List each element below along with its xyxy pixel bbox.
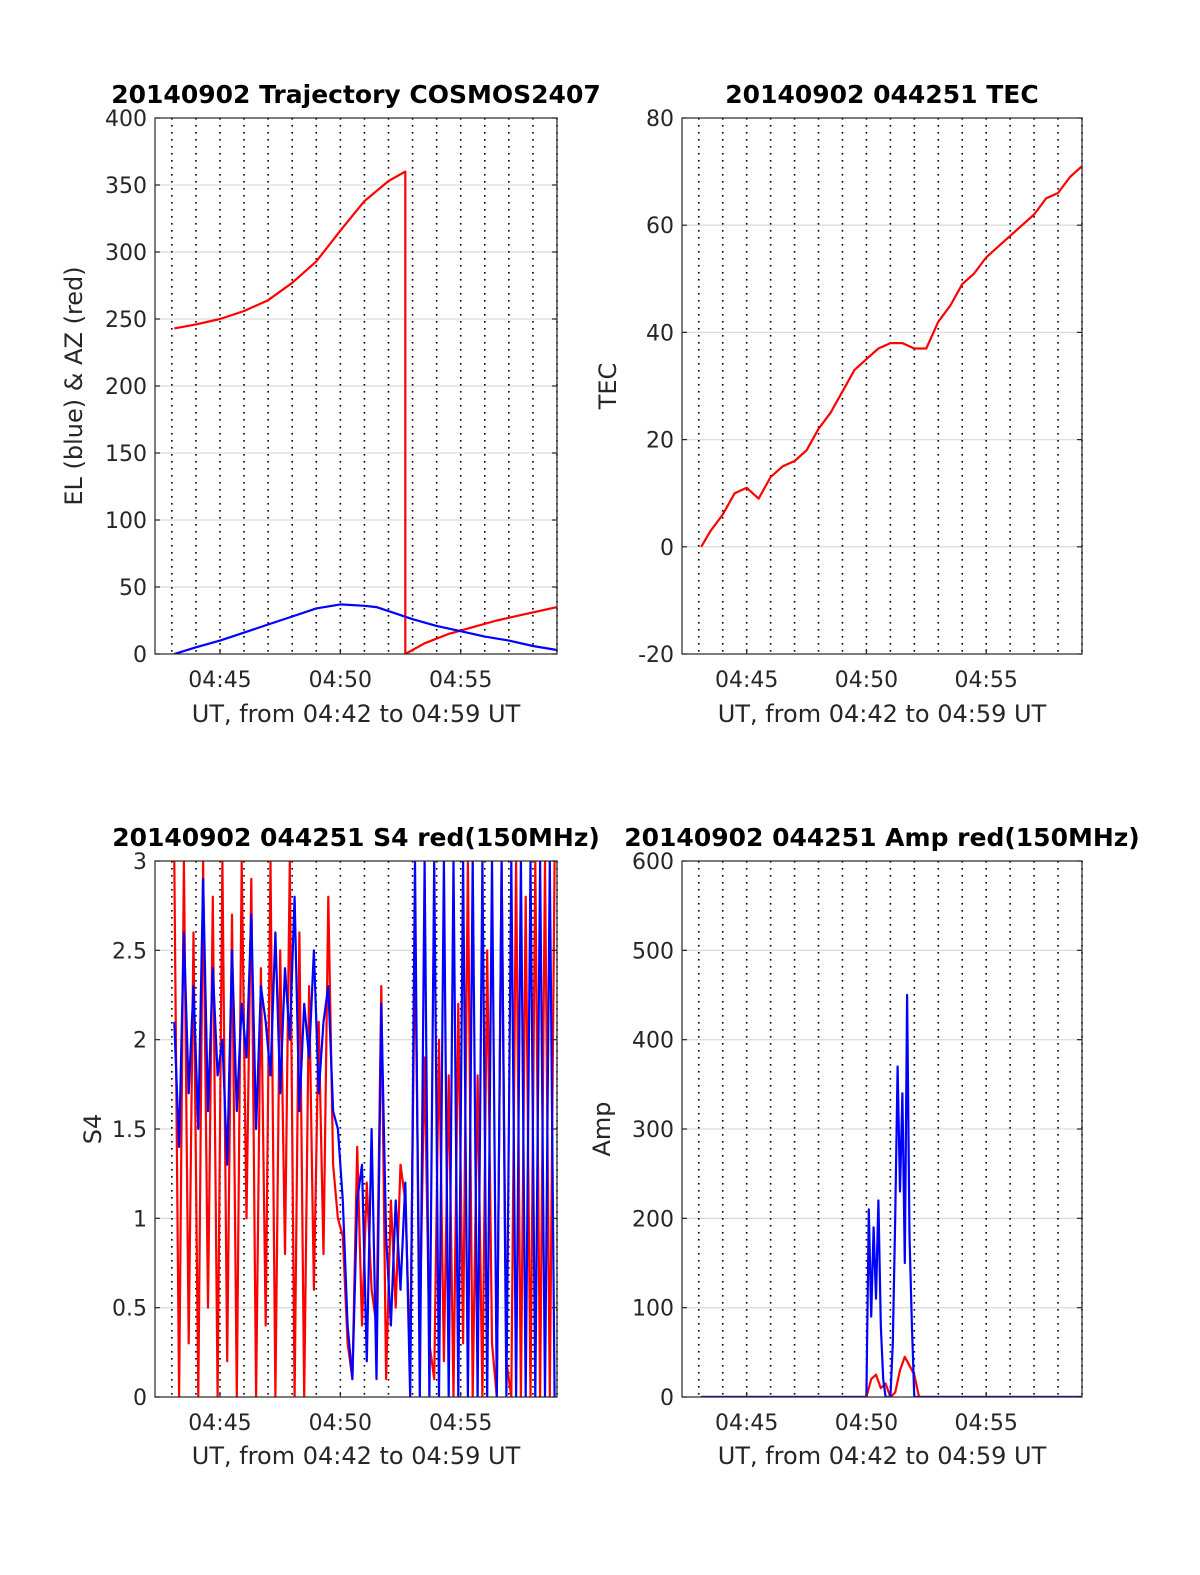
trajectory-y-tick-label-2: 100 — [105, 509, 147, 534]
amp-y-tick-label-3: 300 — [632, 1118, 674, 1143]
s4-y-tick-label-3: 1.5 — [112, 1118, 147, 1143]
tec-y-tick-label-0: -20 — [638, 643, 674, 668]
tec-y-tick-label-3: 40 — [646, 321, 674, 346]
tec-y-tick-label-1: 0 — [660, 536, 674, 561]
s4-y-tick-label-2: 1 — [133, 1207, 147, 1232]
amp-y-tick-label-6: 600 — [632, 850, 674, 875]
amp-y-tick-label-5: 500 — [632, 939, 674, 964]
trajectory-y-tick-label-0: 0 — [133, 643, 147, 668]
s4-y-tick-label-6: 3 — [133, 850, 147, 875]
s4-title: 20140902 044251 S4 red(150MHz) — [112, 823, 600, 852]
s4-y-axis-label: S4 — [79, 1114, 107, 1145]
tec-panel: 20140902 044251 TEC UT, from 04:42 to 04… — [594, 80, 1083, 728]
trajectory-y-tick-label-1: 50 — [119, 576, 147, 601]
amp-x-tick-label-2: 04:55 — [954, 1411, 1017, 1436]
trajectory-y-tick-label-3: 150 — [105, 442, 147, 467]
tec-y-tick-label-4: 60 — [646, 214, 674, 239]
amp-x-tick-label-1: 04:50 — [835, 1411, 898, 1436]
trajectory-title: 20140902 Trajectory COSMOS2407 — [111, 80, 601, 109]
amp-x-tick-label-0: 04:45 — [715, 1411, 778, 1436]
trajectory-x-tick-label-2: 04:55 — [429, 668, 492, 693]
amp-y-axis-label: Amp — [588, 1101, 616, 1156]
amp-title: 20140902 044251 Amp red(150MHz) — [624, 823, 1140, 852]
trajectory-y-tick-label-8: 400 — [105, 107, 147, 132]
amp-y-tick-label-0: 0 — [660, 1386, 674, 1411]
trajectory-y-tick-label-4: 200 — [105, 375, 147, 400]
tec-title: 20140902 044251 TEC — [725, 80, 1038, 109]
amp-series-1-line — [701, 993, 1082, 1397]
s4-x-tick-label-0: 04:45 — [188, 1411, 251, 1436]
s4-y-tick-label-4: 2 — [133, 1029, 147, 1054]
tec-axes-box — [681, 117, 1083, 655]
amp-y-tick-label-2: 200 — [632, 1207, 674, 1232]
s4-panel: 20140902 044251 S4 red(150MHz) UT, from … — [79, 823, 600, 1470]
tec-x-tick-label-1: 04:50 — [835, 668, 898, 693]
tec-x-axis-label: UT, from 04:42 to 04:59 UT — [718, 700, 1047, 728]
s4-y-tick-label-0: 0 — [133, 1386, 147, 1411]
tec-x-tick-label-2: 04:55 — [954, 668, 1017, 693]
trajectory-y-axis-label: EL (blue) & AZ (red) — [60, 266, 88, 505]
tec-y-tick-label-2: 20 — [646, 429, 674, 454]
trajectory-y-tick-label-6: 300 — [105, 241, 147, 266]
amp-panel: 20140902 044251 Amp red(150MHz) UT, from… — [588, 823, 1140, 1470]
trajectory-y-tick-label-7: 350 — [105, 174, 147, 199]
amp-y-tick-label-1: 100 — [632, 1297, 674, 1322]
trajectory-x-tick-label-1: 04:50 — [309, 668, 372, 693]
s4-series-1-line — [173, 861, 556, 1397]
s4-y-tick-label-5: 2.5 — [112, 939, 147, 964]
s4-x-axis-label: UT, from 04:42 to 04:59 UT — [192, 1442, 521, 1470]
trajectory-x-axis-label: UT, from 04:42 to 04:59 UT — [192, 700, 521, 728]
s4-x-tick-label-2: 04:55 — [429, 1411, 492, 1436]
trajectory-series-1-line — [173, 603, 557, 654]
trajectory-panel: 20140902 Trajectory COSMOS2407 UT, from … — [60, 80, 601, 728]
s4-x-tick-label-1: 04:50 — [309, 1411, 372, 1436]
tec-series-0-line — [700, 165, 1082, 548]
amp-x-axis-label: UT, from 04:42 to 04:59 UT — [718, 1442, 1047, 1470]
trajectory-x-tick-label-0: 04:45 — [188, 668, 251, 693]
trajectory-y-tick-label-5: 250 — [105, 308, 147, 333]
amp-series-0-line — [701, 1355, 1082, 1397]
tec-x-tick-label-0: 04:45 — [715, 668, 778, 693]
trajectory-series-0-line — [174, 170, 557, 654]
tec-y-axis-label: TEC — [594, 363, 622, 411]
amp-y-tick-label-4: 400 — [632, 1029, 674, 1054]
s4-y-tick-label-1: 0.5 — [112, 1297, 147, 1322]
tec-y-tick-label-5: 80 — [646, 107, 674, 132]
